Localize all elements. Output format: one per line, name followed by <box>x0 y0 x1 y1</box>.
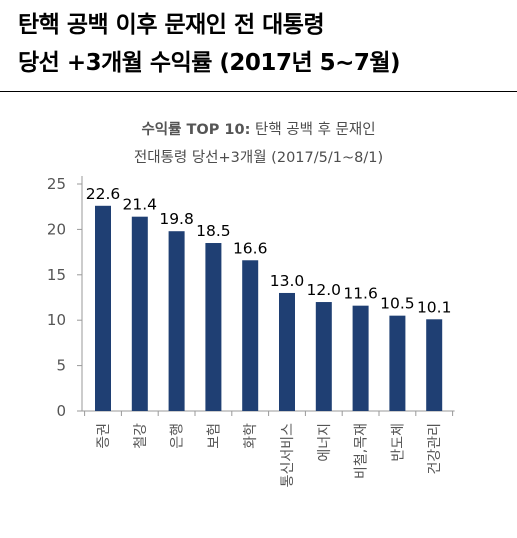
chart-title-bold: 수익률 TOP 10: <box>141 122 251 138</box>
bar-value-label: 19.8 <box>159 210 194 228</box>
category-label: 통신서비스 <box>280 423 296 488</box>
page-title-line-1: 탄핵 공백 이후 문재인 전 대통령 <box>18 12 325 38</box>
category-label: 반도체 <box>390 423 406 462</box>
category-label: 건강관리 <box>427 423 443 475</box>
bar-value-label: 10.1 <box>417 298 452 316</box>
bar-value-label: 10.5 <box>380 295 415 313</box>
page-title-line-2: 당선 +3개월 수익률 (2017년 5~7월) <box>18 50 401 76</box>
bar-value-label: 11.6 <box>343 285 378 303</box>
bar-4 <box>205 243 222 411</box>
bar-value-label: 13.0 <box>270 272 305 290</box>
category-label: 화학 <box>243 423 259 449</box>
y-tick-label: 15 <box>47 266 66 284</box>
category-label: 은행 <box>170 423 186 449</box>
category-label: 보험 <box>206 423 222 449</box>
category-label: 에너지 <box>317 423 333 462</box>
y-tick-label: 10 <box>47 311 66 329</box>
bar-6 <box>279 292 295 411</box>
bar-2 <box>131 216 148 411</box>
y-tick-label: 5 <box>56 357 66 375</box>
y-tick-label: 0 <box>56 402 66 420</box>
bar-10 <box>426 319 443 411</box>
bar-value-label: 22.6 <box>86 185 121 203</box>
bar-value-label: 12.0 <box>307 281 342 299</box>
bar-3 <box>168 231 185 411</box>
category-label: 증권 <box>96 423 112 449</box>
category-label: 철강 <box>133 423 149 449</box>
header-divider <box>0 91 517 92</box>
y-tick-label: 20 <box>47 220 66 238</box>
bar-7 <box>315 302 332 411</box>
bar-1 <box>95 205 111 411</box>
bar-value-label: 18.5 <box>196 222 231 240</box>
y-tick-label: 25 <box>47 175 66 193</box>
chart-title-rest: 탄핵 공백 후 문재인 <box>250 122 376 138</box>
bar-5 <box>242 260 259 411</box>
bar-9 <box>389 315 406 411</box>
page-header: 탄핵 공백 이후 문재인 전 대통령 당선 +3개월 수익률 (2017년 5~… <box>18 6 508 82</box>
bar-8 <box>352 305 369 411</box>
chart-title: 수익률 TOP 10: 탄핵 공백 후 문재인 <box>0 118 517 139</box>
bar-value-label: 21.4 <box>123 196 158 214</box>
chart-subtitle: 전대통령 당선+3개월 (2017/5/1~8/1) <box>133 150 384 166</box>
category-label: 비철,목재 <box>354 423 370 479</box>
bar-value-label: 16.6 <box>233 239 268 257</box>
